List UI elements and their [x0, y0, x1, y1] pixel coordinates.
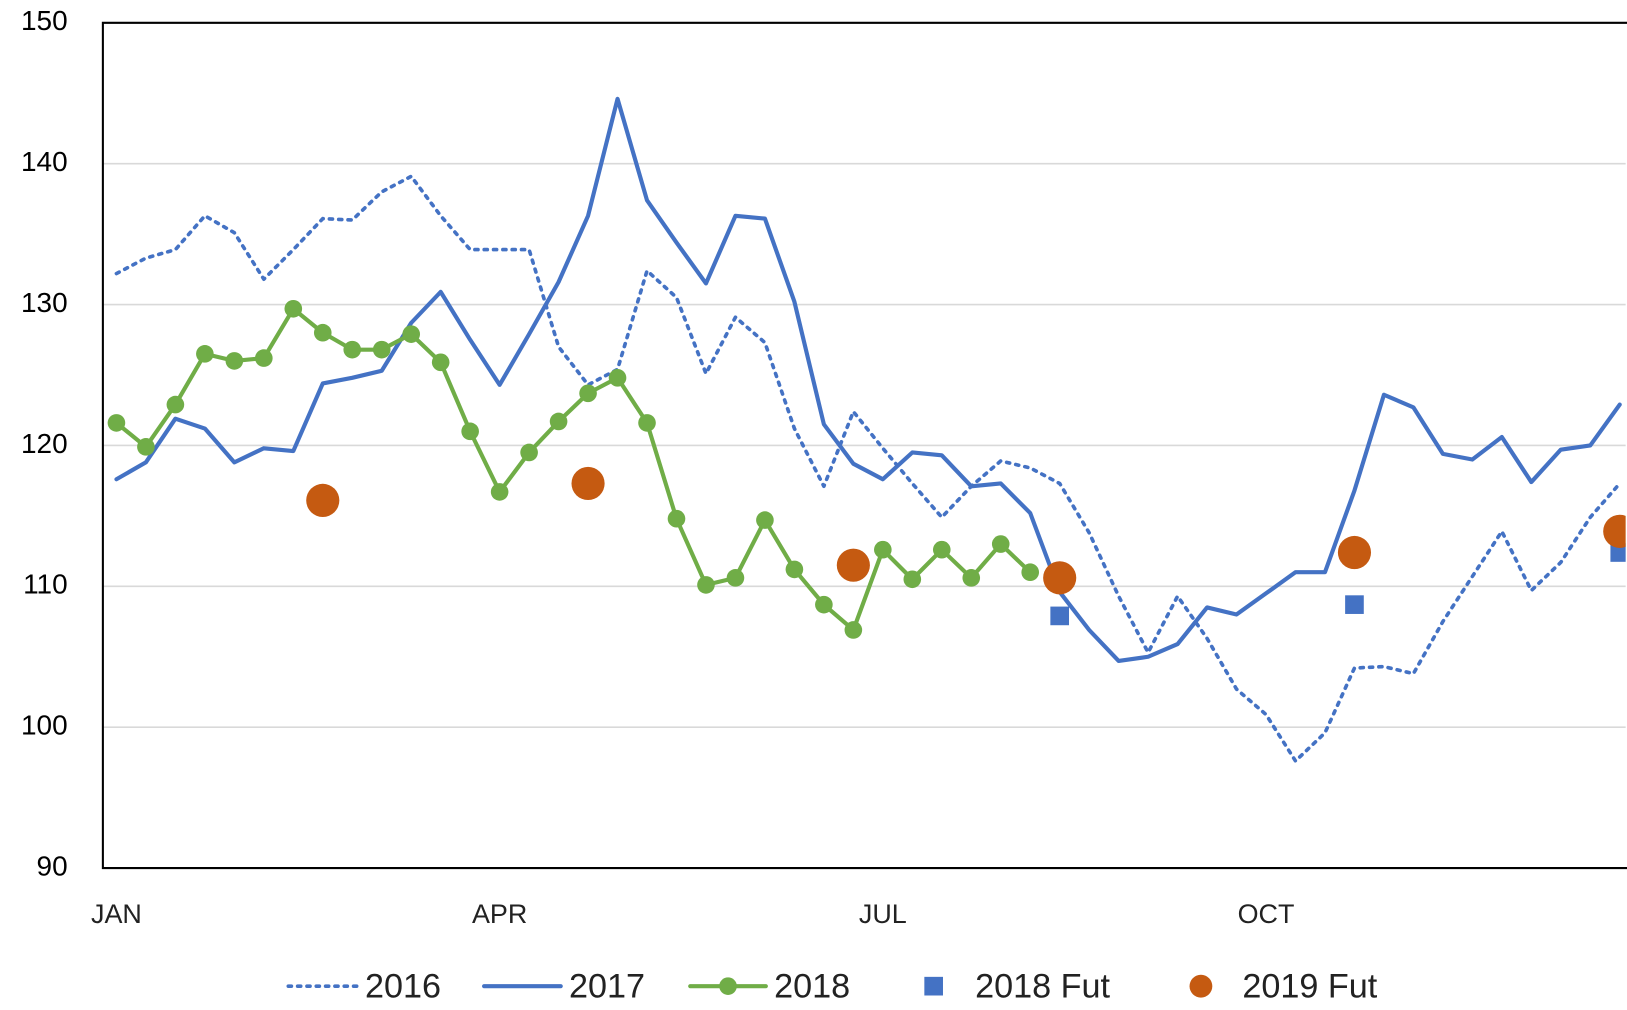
point-marker	[874, 540, 892, 559]
point-marker	[638, 414, 656, 432]
circle-marker	[306, 483, 340, 517]
point-marker	[431, 353, 450, 372]
circle-marker	[1603, 514, 1626, 548]
point-marker	[697, 576, 715, 594]
circle-marker	[571, 466, 605, 501]
legend-label: 2019 Fut	[1242, 967, 1377, 1005]
y-tick-label: 100	[21, 710, 68, 741]
point-marker	[1021, 563, 1040, 582]
point-marker	[520, 443, 538, 462]
point-marker	[490, 483, 509, 501]
square-marker	[1610, 543, 1626, 562]
square-marker	[1345, 595, 1364, 614]
point-marker	[991, 535, 1010, 553]
legend-label: 2018 Fut	[975, 967, 1110, 1005]
circle-marker	[836, 548, 870, 582]
point-marker	[785, 560, 804, 579]
x-tick-label: JUL	[859, 899, 907, 929]
point-marker	[107, 414, 126, 432]
y-tick-label: 150	[21, 5, 68, 36]
point-marker	[608, 369, 627, 387]
y-tick-label: 120	[21, 428, 68, 459]
circle-marker	[1337, 535, 1372, 570]
x-tick-label: OCT	[1238, 899, 1295, 929]
point-marker	[756, 511, 774, 529]
point-marker	[196, 345, 214, 363]
point-marker	[844, 621, 863, 639]
legend-label: 2017	[569, 967, 645, 1005]
point-marker	[726, 569, 745, 587]
grid	[102, 22, 1626, 869]
legend-swatch	[1189, 974, 1213, 998]
plot-area	[107, 96, 1626, 763]
point-marker	[343, 340, 362, 359]
point-marker	[461, 422, 479, 441]
point-marker	[579, 384, 597, 403]
plot-border	[101, 21, 1627, 870]
series-line	[114, 174, 1622, 763]
circle-marker	[1043, 561, 1077, 595]
square-marker	[1050, 606, 1070, 626]
point-marker	[962, 569, 981, 587]
x-tick-label: JAN	[91, 899, 142, 929]
point-marker	[549, 412, 568, 431]
legend: 2016 2017 2018 2018 Fut 2019 Fut	[286, 967, 1378, 1005]
point-marker	[815, 595, 833, 614]
legend-swatch	[719, 977, 737, 995]
series-line	[114, 96, 1622, 664]
point-marker	[137, 438, 155, 456]
y-tick-label: 110	[23, 569, 68, 600]
legend-swatch	[924, 976, 943, 996]
point-marker	[667, 509, 686, 528]
point-marker	[255, 349, 273, 367]
y-tick-label: 130	[21, 287, 68, 318]
legend-label: 2016	[365, 967, 441, 1005]
y-tick-label: 90	[37, 850, 68, 881]
point-marker	[225, 352, 244, 370]
series-line	[114, 306, 1033, 633]
point-marker	[903, 570, 922, 589]
point-marker	[284, 299, 303, 318]
legend-label: 2018	[774, 967, 850, 1005]
axes: 90 100 110 120 130 140 150 JAN APR JUL OCT	[21, 5, 1627, 929]
point-marker	[402, 325, 421, 343]
y-tick-label: 140	[21, 146, 68, 177]
point-marker	[313, 323, 332, 342]
x-tick-label: APR	[472, 899, 527, 929]
point-marker	[372, 340, 391, 359]
point-marker	[932, 540, 951, 559]
point-marker	[166, 395, 185, 414]
